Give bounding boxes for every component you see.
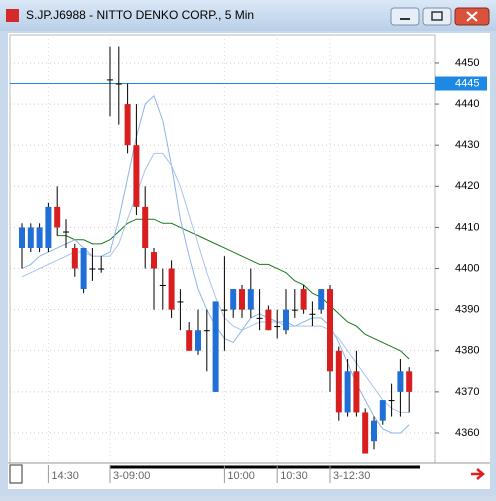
candle-body	[362, 412, 369, 454]
x-tick-label: 3-09:00	[113, 470, 150, 482]
candle-body	[98, 268, 105, 270]
candle-body	[230, 289, 237, 310]
candle-body	[239, 289, 245, 310]
maximize-button[interactable]	[422, 7, 452, 26]
x-tick-label: 14:30	[51, 470, 79, 482]
candle-body	[19, 227, 25, 248]
candle-body	[159, 284, 166, 286]
scroll-arrow[interactable]	[471, 468, 485, 480]
candle-body	[203, 330, 210, 332]
candle-body	[71, 247, 78, 269]
minimize-button[interactable]	[390, 7, 420, 26]
candle-body	[107, 79, 113, 81]
scroll-box[interactable]	[9, 464, 23, 484]
candle-body	[133, 145, 140, 207]
y-tick-label: 4410	[455, 221, 479, 233]
candle-body	[45, 206, 52, 248]
y-tick-label: 4390	[455, 304, 479, 316]
x-tick-label: 10:30	[280, 470, 308, 482]
candle-body	[335, 350, 342, 413]
candle-body	[247, 289, 254, 310]
x-tick-label: 10:00	[227, 470, 255, 482]
y-tick-label: 4430	[455, 139, 479, 151]
candle-body	[142, 206, 149, 248]
candle-body	[151, 252, 157, 269]
candle-body	[168, 268, 175, 310]
candle-body	[388, 400, 395, 402]
y-tick-label: 4370	[455, 386, 479, 398]
candle-body	[256, 317, 263, 319]
candle-body	[36, 227, 43, 248]
candle-body	[63, 231, 69, 233]
y-tick-label: 4400	[455, 262, 479, 274]
y-tick-label: 4440	[455, 98, 479, 110]
candle-body	[397, 371, 404, 392]
candle-body	[344, 371, 351, 413]
candle-body	[274, 326, 281, 328]
candle-body	[221, 309, 228, 311]
candle-body	[309, 313, 316, 315]
window-title: S.JP.J6988 - NITTO DENKO CORP., 5 Min	[26, 8, 254, 22]
candle-body	[327, 289, 333, 372]
candle-body	[124, 104, 131, 146]
price-label: 4445	[455, 77, 479, 89]
candle-body	[300, 289, 307, 310]
candle-body	[283, 309, 289, 331]
candle-body	[54, 206, 61, 228]
candle-body	[291, 309, 298, 311]
candle-body	[379, 400, 386, 421]
y-tick-label: 4380	[455, 345, 479, 357]
y-tick-label: 4450	[455, 57, 479, 69]
candle-body	[186, 330, 193, 351]
candle-body	[80, 247, 87, 290]
candle-body	[371, 420, 377, 442]
candle-body	[177, 301, 184, 303]
candle-body	[318, 289, 325, 310]
candle-body	[89, 268, 96, 270]
price-label-bg	[435, 76, 487, 91]
maximize-icon	[431, 11, 443, 21]
candle-body	[265, 309, 272, 331]
candle-body	[406, 371, 413, 392]
candle-body	[195, 330, 201, 351]
candle-body	[212, 301, 219, 392]
y-tick-label: 4360	[455, 427, 479, 439]
y-tick-label: 4420	[455, 180, 479, 192]
close-icon	[466, 11, 478, 22]
candle-body	[115, 83, 122, 85]
app-icon	[6, 9, 19, 22]
candle-body	[353, 371, 360, 413]
x-tick-label: 3-12:30	[333, 470, 370, 482]
moving-average-line	[57, 218, 410, 360]
candle-body	[27, 227, 34, 248]
